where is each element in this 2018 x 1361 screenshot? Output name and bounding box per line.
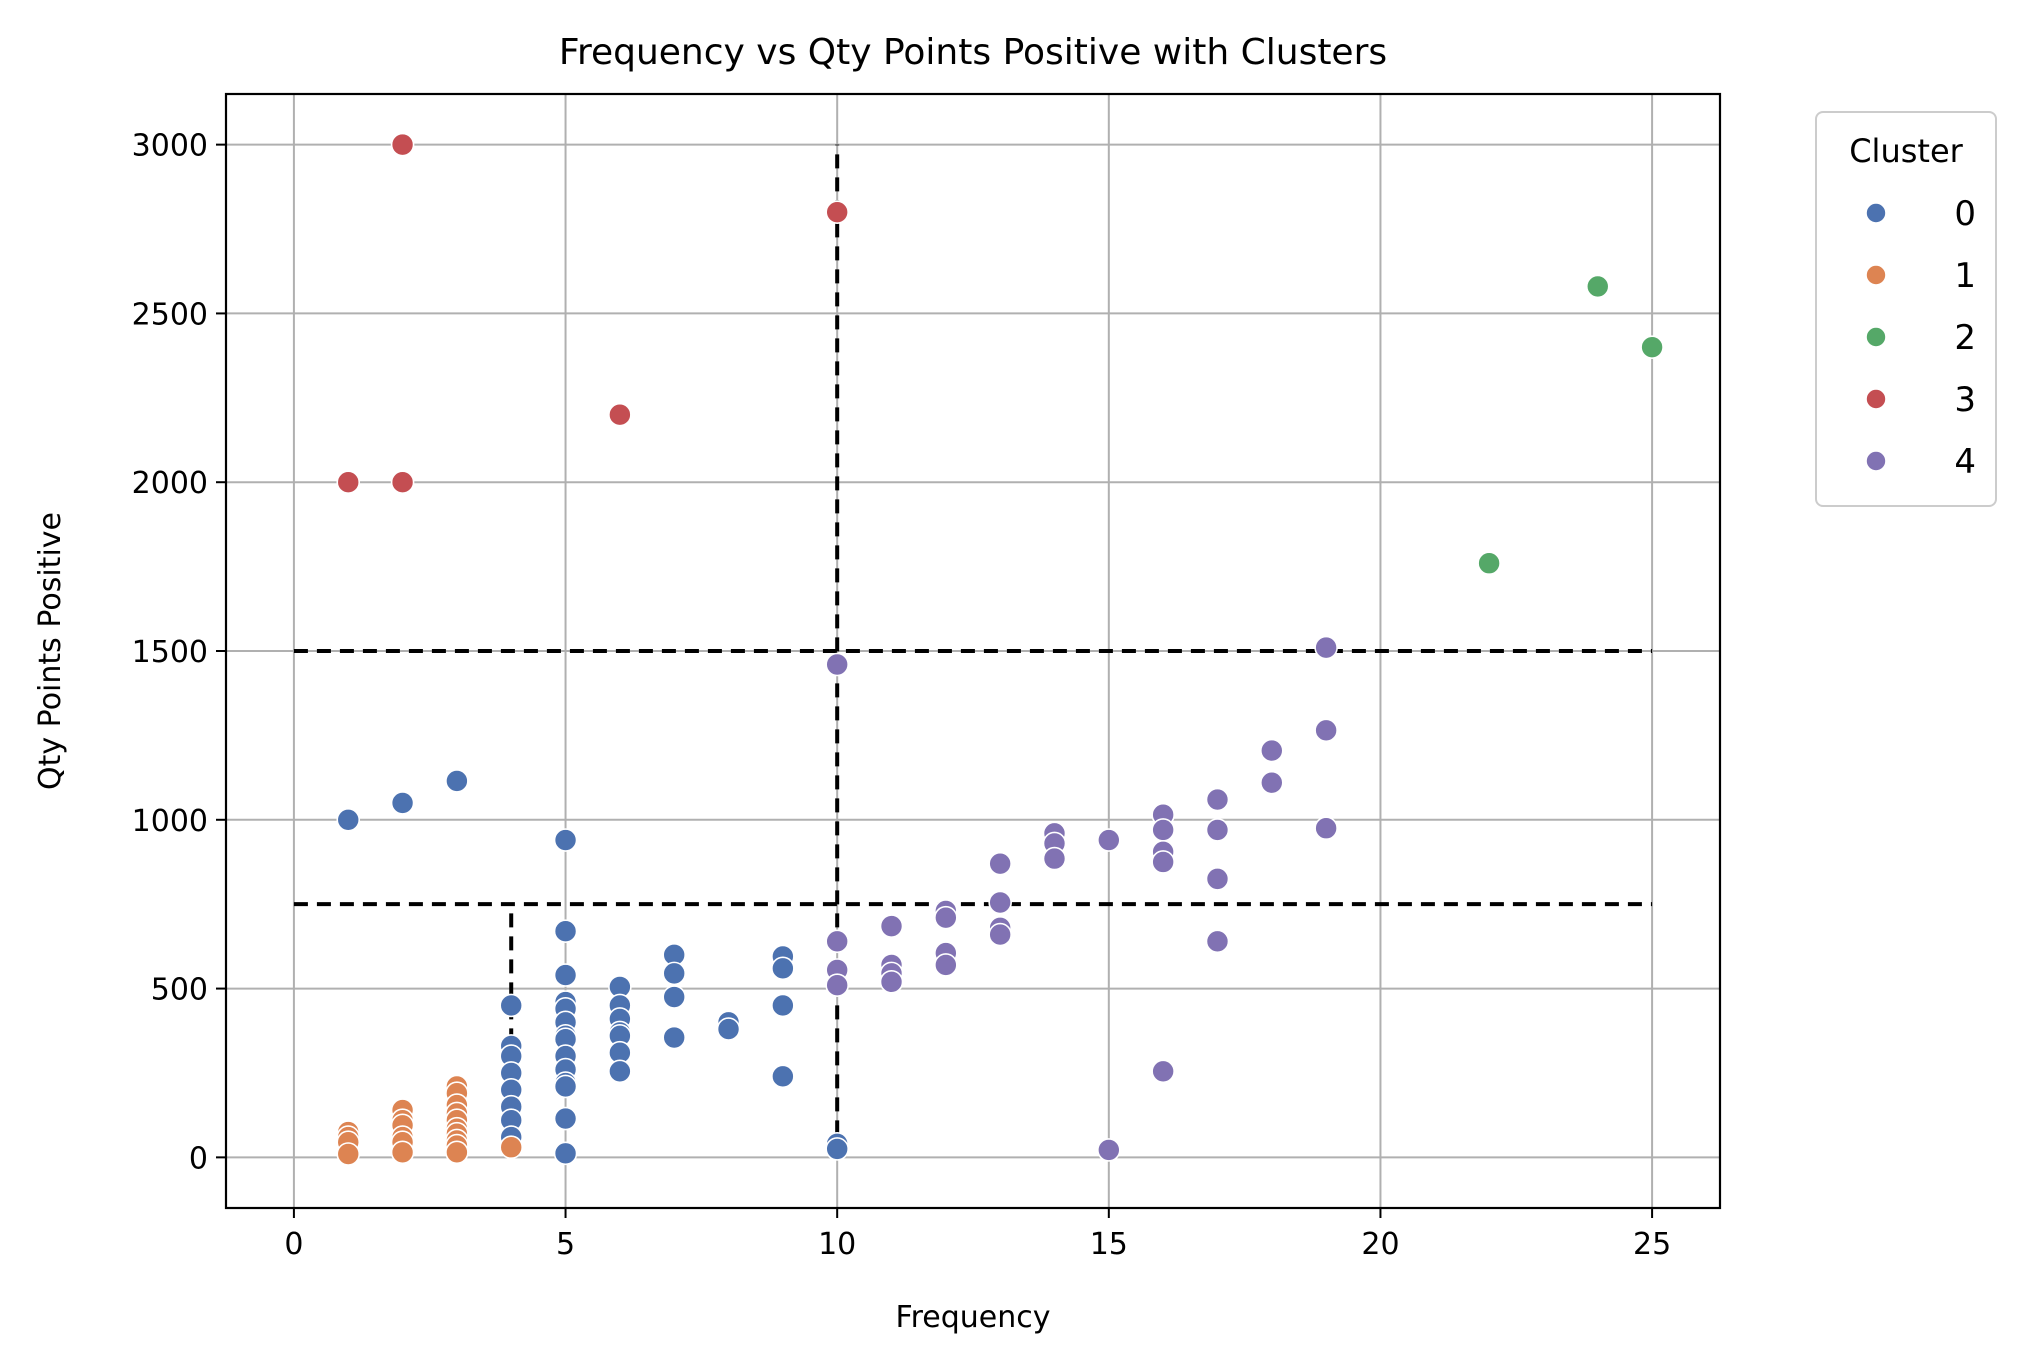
data-point [553,1141,578,1166]
series-cluster-1 [336,1074,524,1166]
legend-label: 0 [1954,194,1976,234]
series-cluster-0 [336,769,849,1166]
data-point [825,652,849,677]
data-point [445,769,469,793]
legend-marker [1865,264,1887,286]
y-tick-label: 3000 [132,129,208,164]
data-point [1205,929,1230,954]
data-point [1205,787,1230,812]
data-point [771,956,795,981]
data-points [336,132,1664,1166]
data-point [390,132,415,157]
data-point [879,970,904,994]
data-point [445,1140,469,1165]
x-tick-label: 25 [1633,1227,1671,1262]
data-point [1585,274,1610,299]
legend-title: Cluster [1849,132,1963,170]
legend-marker [1865,388,1887,410]
x-axis-ticks: 0 5 10 15 20 25 [284,1208,1671,1262]
legend-label: 3 [1954,380,1976,420]
data-point [662,961,687,986]
data-point [825,973,849,998]
series-cluster-2 [1477,274,1664,576]
series-cluster-4 [825,635,1338,1162]
data-point [499,993,524,1018]
legend-label: 1 [1954,256,1976,296]
data-point [336,807,361,832]
data-point [716,1017,741,1041]
data-point [1151,818,1175,842]
data-point [662,985,687,1009]
chart-title: Frequency vs Qty Points Positive with Cl… [559,32,1387,73]
data-point [825,929,849,954]
data-point [825,200,849,224]
x-axis-label: Frequency [896,1300,1051,1335]
data-point [1097,828,1121,852]
data-point [553,828,578,852]
data-point [336,470,361,495]
y-tick-label: 0 [189,1141,208,1176]
data-point [1097,1138,1121,1162]
data-point [662,1025,687,1050]
legend-marker [1865,326,1887,348]
legend-box [1815,111,1997,507]
data-point [390,1140,415,1165]
data-point [1042,846,1067,871]
data-point [390,470,415,495]
data-point [1640,335,1664,359]
data-point [1260,738,1284,763]
data-point [553,1106,578,1131]
x-tick-label: 20 [1361,1227,1399,1262]
y-axis-ticks: 0 500 1000 1500 2000 2500 3000 [132,129,226,1176]
x-tick-label: 5 [556,1227,575,1262]
y-tick-label: 2000 [132,466,208,501]
legend-marker [1865,202,1887,224]
data-point [1151,1059,1175,1084]
data-point [553,1074,578,1099]
data-point [336,1142,361,1166]
series-cluster-3 [336,132,849,495]
data-point [934,905,958,930]
x-tick-label: 0 [284,1227,303,1262]
data-point [608,1059,632,1084]
data-point [825,1137,849,1161]
data-point [553,963,578,987]
x-tick-label: 10 [818,1227,856,1262]
x-tick-label: 15 [1090,1227,1128,1262]
data-point [1151,850,1175,874]
y-tick-label: 1000 [132,804,208,839]
data-point [1205,818,1230,842]
data-point [988,851,1012,876]
legend-items: 0 1 2 3 4 [1865,194,1976,482]
data-point [771,1064,795,1089]
data-point [988,890,1012,915]
y-axis-label: Qty Points Positive [33,512,68,790]
data-point [988,922,1012,947]
legend: Cluster 0 1 2 3 4 [1815,111,1997,507]
data-point [1477,551,1501,576]
data-point [1260,770,1284,795]
y-tick-label: 1500 [132,635,208,670]
data-point [608,402,632,427]
y-tick-label: 500 [151,973,208,1008]
data-point [390,791,415,815]
data-point [771,993,795,1018]
data-point [553,919,578,943]
y-tick-label: 2500 [132,297,208,332]
data-point [934,953,958,977]
data-point [1314,816,1338,841]
data-point [1314,718,1338,743]
data-point [879,914,904,938]
legend-label: 2 [1954,318,1976,358]
legend-label: 4 [1954,442,1976,482]
legend-marker [1865,450,1887,472]
data-point [499,1135,524,1160]
data-point [1205,867,1230,891]
data-point [1314,635,1338,660]
